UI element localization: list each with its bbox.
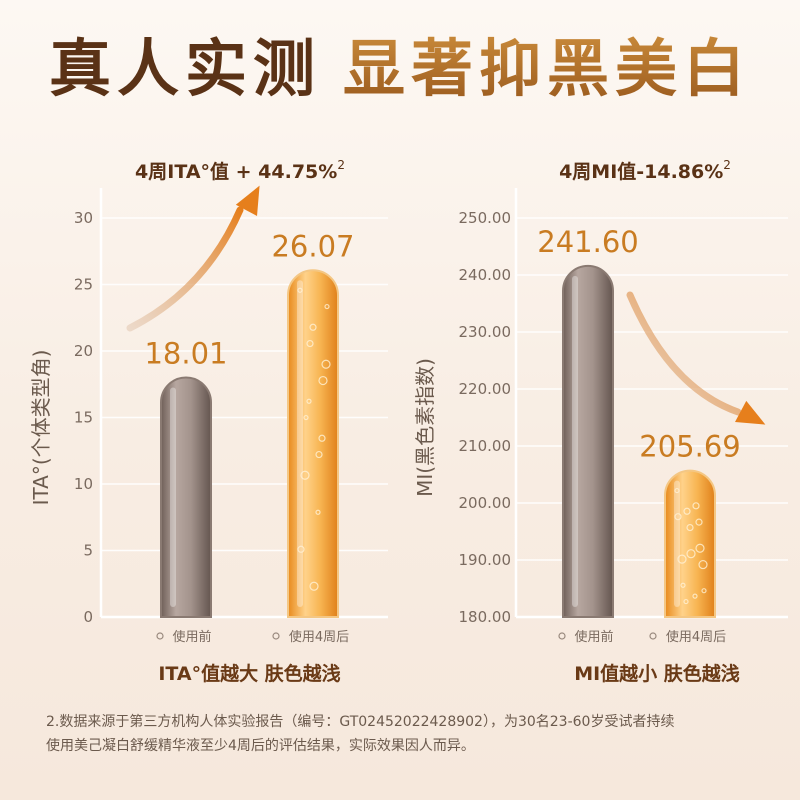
legend-dot <box>649 632 657 640</box>
y-tick-label: 20 <box>74 342 93 360</box>
ita-chart-panel: 4周ITA°值 + 44.75%2 0 5 10 15 20 25 30 ITA°(个体类型角)… <box>0 150 400 700</box>
y-axis-label: ITA°(个体类型角) <box>29 350 53 506</box>
y-tick-label: 0 <box>83 608 93 626</box>
headline: 4周ITA°值 + 44.75%2 <box>135 158 345 183</box>
bubble <box>318 434 326 442</box>
bubble <box>683 507 691 515</box>
footnote-line-2: 使用美己凝白舒缓精华液至少4周后的评估结果，实际效果因人而异。 <box>46 738 475 754</box>
chart-footer: MI值越小 肤色越浅 <box>574 662 740 685</box>
bubble <box>318 375 328 386</box>
category-label: 使用前 <box>172 629 211 645</box>
bubble <box>309 581 319 591</box>
bubble <box>692 593 698 599</box>
chart-footer: ITA°值越大 肤色越浅 <box>158 662 340 685</box>
bubble <box>686 523 694 532</box>
trend-arrowhead <box>735 400 766 425</box>
bubble <box>686 549 696 559</box>
value-label: 205.69 <box>639 430 740 464</box>
y-tick-label: 25 <box>74 276 93 294</box>
bubble <box>695 518 703 526</box>
page-title: 真人实测 显著抑黑美白 <box>0 38 800 100</box>
bubble <box>680 582 686 588</box>
trend-arrow <box>626 291 742 416</box>
y-tick-label: 180.00 <box>459 608 512 626</box>
bubble <box>306 398 312 404</box>
bubble <box>674 487 680 494</box>
bubble <box>321 359 331 369</box>
bubble <box>297 287 303 293</box>
footnote-line-1: 2.数据来源于第三方机构人体实验报告（编号：GT02452022428902），… <box>46 714 675 730</box>
bubble <box>674 513 682 521</box>
legend-dot <box>156 632 164 640</box>
bubble <box>300 470 310 480</box>
bubble <box>692 502 700 510</box>
bubble <box>683 598 689 605</box>
ita-chart: 4周ITA°值 + 44.75%2051015202530ITA°(个体类型角)… <box>29 158 388 685</box>
bar-highlight <box>674 480 680 607</box>
category-label: 使用4周后 <box>289 629 349 645</box>
category-label: 使用前 <box>574 629 613 645</box>
value-label: 26.07 <box>271 229 354 263</box>
bar-highlight <box>170 387 176 607</box>
y-tick-label: 230.00 <box>459 323 512 341</box>
bubble <box>309 323 317 331</box>
legend-dot <box>558 632 566 640</box>
bar-highlight <box>297 280 303 607</box>
bar-after <box>664 469 716 618</box>
footnote: 2.数据来源于第三方机构人体实验报告（编号：GT02452022428902），… <box>46 710 766 758</box>
title-part-2: 显著抑黑美白 <box>343 32 752 105</box>
y-tick-label: 5 <box>83 542 93 560</box>
bubble <box>315 450 323 459</box>
bubble <box>306 339 314 348</box>
bubble <box>701 588 707 594</box>
bubble <box>315 509 321 515</box>
mi-chart-panel: 4周MI值-14.86%2 180.00 190.00 200.00 210.00 220… <box>400 150 800 700</box>
headline-superscript: 2 <box>723 158 731 172</box>
y-axis-label: MI(黑色素指数) <box>413 358 437 497</box>
mi-chart: 4周MI值-14.86%2180.00190.00200.00210.00220… <box>413 158 788 685</box>
bar-highlight <box>572 275 578 607</box>
y-tick-label: 250.00 <box>459 209 512 227</box>
bubble <box>698 559 708 570</box>
bar-after <box>287 269 339 618</box>
headline-text: 4周MI值-14.86% <box>559 160 723 183</box>
y-tick-label: 10 <box>74 475 93 493</box>
y-tick-label: 190.00 <box>459 551 512 569</box>
bubble <box>303 414 309 421</box>
category-label: 使用4周后 <box>666 629 726 645</box>
title-part-1: 真人实测 <box>48 32 321 105</box>
y-tick-label: 210.00 <box>459 437 512 455</box>
value-label: 241.60 <box>537 225 638 259</box>
headline-text: 4周ITA°值 + 44.75% <box>135 160 337 183</box>
headline: 4周MI值-14.86%2 <box>559 158 731 183</box>
bar-before <box>160 376 212 618</box>
bubble <box>324 303 330 310</box>
bar-before <box>562 264 614 618</box>
y-tick-label: 30 <box>74 209 93 227</box>
bubble <box>297 545 305 553</box>
y-tick-label: 200.00 <box>459 494 512 512</box>
y-tick-label: 15 <box>74 409 93 427</box>
y-tick-label: 240.00 <box>459 266 512 284</box>
bubble <box>677 554 687 564</box>
bubble <box>695 543 705 553</box>
trend-arrowhead <box>235 185 260 216</box>
legend-dot <box>272 632 280 640</box>
value-label: 18.01 <box>144 336 227 370</box>
y-tick-label: 220.00 <box>459 380 512 398</box>
headline-superscript: 2 <box>337 158 345 172</box>
trend-arrow <box>126 206 244 332</box>
